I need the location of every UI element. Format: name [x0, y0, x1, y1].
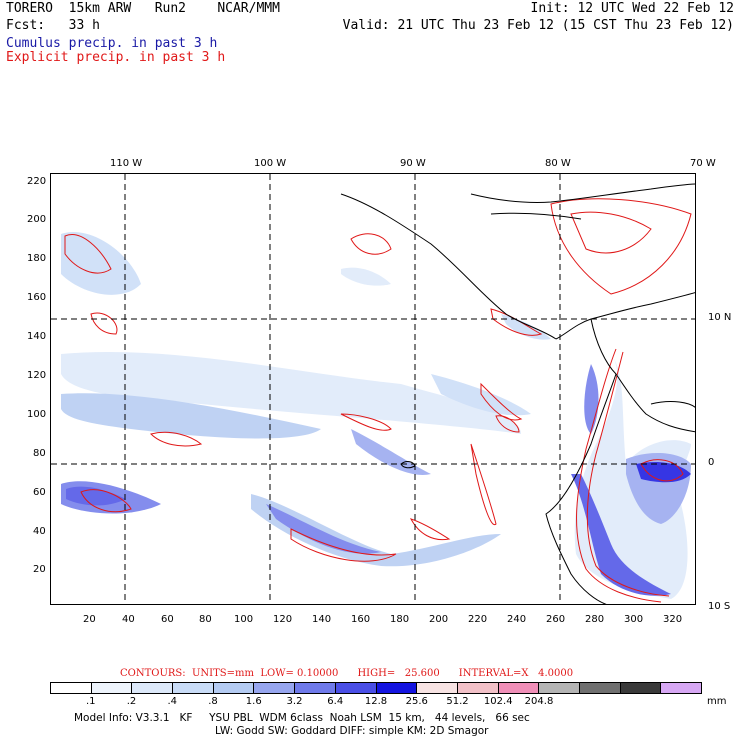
- colorbar-swatch: [578, 683, 620, 693]
- x-tick: 200: [429, 614, 449, 625]
- y-tick: 20: [33, 564, 46, 575]
- colorbar-swatch: [660, 683, 701, 693]
- colorbar-swatch: [619, 683, 661, 693]
- x-tick: 220: [468, 614, 488, 625]
- lat-label-0: 0: [708, 457, 715, 468]
- forecast-hour: Fcst: 33 h: [6, 18, 100, 33]
- colorbar-label: 102.4: [483, 696, 513, 707]
- colorbar-label: 12.8: [364, 696, 388, 707]
- map-canvas: [51, 174, 695, 604]
- x-tick: 320: [663, 614, 683, 625]
- lat-label-10s: 10 S: [708, 601, 731, 612]
- x-tick: 280: [585, 614, 605, 625]
- lon-label-80w: 80 W: [545, 158, 571, 169]
- x-tick: 160: [351, 614, 371, 625]
- colorbar-label: .1: [85, 696, 96, 707]
- x-tick: 260: [546, 614, 566, 625]
- colorbar-swatch: [172, 683, 213, 693]
- colorbar-swatch: [90, 683, 132, 693]
- colorbar-label: 204.8: [524, 696, 554, 707]
- y-tick: 200: [27, 214, 47, 225]
- x-tick: 40: [122, 614, 135, 625]
- x-tick: 100: [234, 614, 254, 625]
- x-tick: 240: [507, 614, 527, 625]
- x-tick: 60: [161, 614, 174, 625]
- colorbar-label: 51.2: [446, 696, 469, 707]
- lon-label-90w: 90 W: [400, 158, 426, 169]
- colorbar-swatch: [131, 683, 173, 693]
- x-tick: 20: [83, 614, 96, 625]
- colorbar-swatch: [497, 683, 539, 693]
- x-tick: 80: [199, 614, 212, 625]
- colorbar-swatch: [416, 683, 457, 693]
- colorbar-label: 25.6: [405, 696, 428, 707]
- x-tick: 120: [273, 614, 293, 625]
- colorbar-swatch: [294, 683, 335, 693]
- y-tick: 100: [27, 409, 47, 420]
- precip-map: [50, 173, 696, 605]
- x-tick: 180: [390, 614, 410, 625]
- colorbar-unit: mm: [707, 696, 727, 707]
- y-tick: 160: [27, 292, 47, 303]
- cumulus-precip-shading: [61, 232, 691, 599]
- colorbar-swatch: [538, 683, 579, 693]
- precip-colorbar: [50, 682, 702, 694]
- init-time: Init: 12 UTC Wed 22 Feb 12: [530, 1, 735, 16]
- explicit-label: Explicit precip. in past 3 h: [6, 50, 226, 65]
- y-tick: 40: [33, 526, 46, 537]
- colorbar-swatch: [456, 683, 498, 693]
- y-tick: 60: [33, 487, 46, 498]
- colorbar-label: .8: [208, 696, 218, 707]
- y-tick: 140: [27, 331, 47, 342]
- lon-label-110w: 110 W: [110, 158, 143, 169]
- x-tick: 300: [624, 614, 644, 625]
- colorbar-swatch: [253, 683, 295, 693]
- colorbar-swatch: [51, 683, 91, 693]
- model-info-line1: Model Info: V3.3.1 KF YSU PBL WDM 6class…: [74, 712, 530, 724]
- lon-label-70w: 70 W: [690, 158, 716, 169]
- x-tick: 140: [312, 614, 332, 625]
- model-info-line2: LW: Godd SW: Goddard DIFF: simple KM: 2D…: [215, 725, 489, 737]
- y-tick: 120: [27, 370, 47, 381]
- cumulus-label: Cumulus precip. in past 3 h: [6, 36, 218, 51]
- colorbar-label: .2: [126, 696, 137, 707]
- lat-label-10n: 10 N: [708, 312, 732, 323]
- colorbar-label: 6.4: [327, 696, 344, 707]
- colorbar-label: 1.6: [245, 696, 262, 707]
- colorbar-label: 3.2: [286, 696, 303, 707]
- colorbar-swatch: [375, 683, 417, 693]
- valid-time: Valid: 21 UTC Thu 23 Feb 12 (15 CST Thu …: [342, 18, 734, 33]
- colorbar-swatch: [334, 683, 376, 693]
- y-tick: 220: [27, 176, 47, 187]
- y-tick: 180: [27, 253, 47, 264]
- latlon-grid: [51, 174, 695, 604]
- lon-label-100w: 100 W: [254, 158, 287, 169]
- coastlines: [340, 183, 695, 604]
- contours-info: CONTOURS: UNITS=mm LOW= 0.10000 HIGH= 25…: [120, 668, 574, 679]
- colorbar-label: .4: [167, 696, 178, 707]
- header-title: TORERO 15km ARW Run2 NCAR/MMM: [6, 1, 280, 16]
- colorbar-swatch: [212, 683, 254, 693]
- y-tick: 80: [33, 448, 46, 459]
